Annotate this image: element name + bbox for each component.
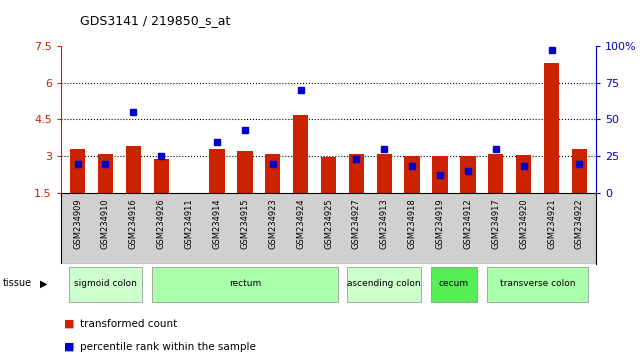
Bar [488, 154, 503, 193]
Text: GSM234916: GSM234916 [129, 199, 138, 249]
Text: rectum: rectum [229, 279, 261, 288]
Text: transverse colon: transverse colon [500, 279, 576, 288]
Bar [347, 267, 421, 302]
Bar [210, 149, 225, 193]
Text: GSM234912: GSM234912 [463, 199, 472, 249]
Text: GSM234921: GSM234921 [547, 199, 556, 249]
Text: ▶: ▶ [40, 278, 48, 288]
Bar [152, 267, 338, 302]
Bar [349, 154, 364, 193]
Bar [572, 149, 587, 193]
Bar [69, 267, 142, 302]
Text: tissue: tissue [3, 278, 32, 288]
Text: GSM234924: GSM234924 [296, 199, 305, 249]
Bar [293, 115, 308, 193]
Bar [404, 156, 420, 193]
Text: GSM234919: GSM234919 [435, 199, 444, 249]
Bar [432, 156, 447, 193]
Text: GSM234913: GSM234913 [379, 199, 388, 249]
Bar [460, 156, 476, 193]
Bar [544, 63, 559, 193]
Bar [516, 155, 531, 193]
Text: percentile rank within the sample: percentile rank within the sample [80, 342, 256, 352]
Text: ascending colon: ascending colon [347, 279, 421, 288]
Bar [321, 158, 336, 193]
Text: cecum: cecum [439, 279, 469, 288]
Bar [154, 159, 169, 193]
Bar [377, 154, 392, 193]
Bar [126, 147, 141, 193]
Bar [487, 267, 588, 302]
Text: GSM234909: GSM234909 [73, 199, 82, 249]
Bar [265, 154, 280, 193]
Text: GSM234920: GSM234920 [519, 199, 528, 249]
Text: transformed count: transformed count [80, 319, 178, 329]
Bar [98, 154, 113, 193]
Text: GSM234926: GSM234926 [157, 199, 166, 249]
Text: ■: ■ [64, 342, 74, 352]
Text: GSM234915: GSM234915 [240, 199, 249, 249]
Bar [431, 267, 477, 302]
Text: GSM234918: GSM234918 [408, 199, 417, 249]
Text: GSM234911: GSM234911 [185, 199, 194, 249]
Text: GSM234927: GSM234927 [352, 199, 361, 249]
Text: GSM234914: GSM234914 [213, 199, 222, 249]
Text: GSM234910: GSM234910 [101, 199, 110, 249]
Text: sigmoid colon: sigmoid colon [74, 279, 137, 288]
Text: GSM234923: GSM234923 [269, 199, 278, 249]
Text: GSM234922: GSM234922 [575, 199, 584, 249]
Text: GDS3141 / 219850_s_at: GDS3141 / 219850_s_at [80, 14, 231, 27]
Text: ■: ■ [64, 319, 74, 329]
Bar [237, 151, 253, 193]
Bar [70, 149, 85, 193]
Text: GSM234917: GSM234917 [491, 199, 500, 249]
Text: GSM234925: GSM234925 [324, 199, 333, 249]
